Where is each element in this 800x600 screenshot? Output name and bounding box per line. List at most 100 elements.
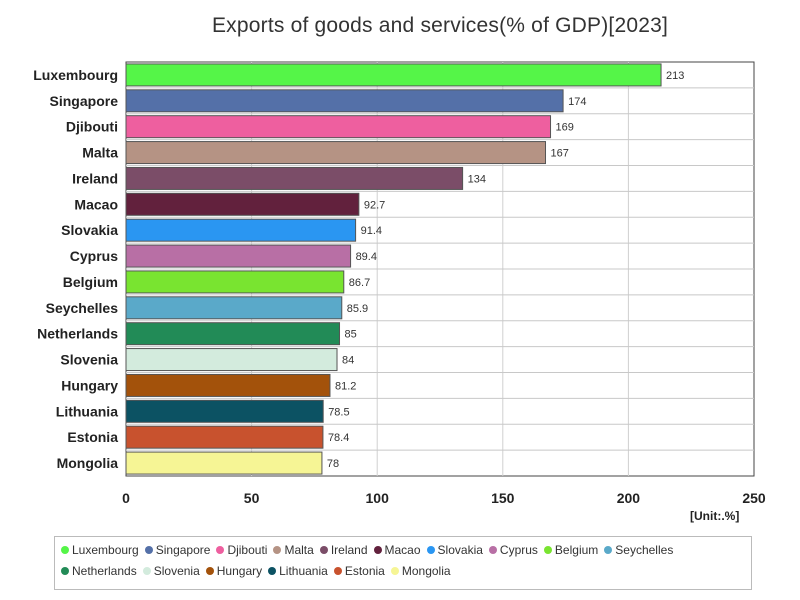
category-label: Netherlands bbox=[37, 326, 118, 342]
legend-item: Seychelles bbox=[604, 543, 673, 557]
legend-item: Cyprus bbox=[488, 543, 538, 557]
category-label: Slovakia bbox=[61, 222, 118, 238]
legend-item: Lithuania bbox=[268, 564, 328, 578]
x-tick-label: 0 bbox=[122, 490, 130, 506]
legend-label: Hungary bbox=[216, 564, 263, 578]
value-label: 91.4 bbox=[361, 225, 382, 237]
legend-label: Netherlands bbox=[72, 564, 137, 578]
legend-item: Singapore bbox=[144, 543, 211, 557]
bar-lithuania bbox=[125, 399, 324, 423]
value-label: 213 bbox=[666, 70, 684, 82]
legend-label: Djibouti bbox=[227, 543, 268, 557]
bar-malta bbox=[125, 141, 547, 165]
legend-item: Luxembourg bbox=[61, 543, 139, 557]
legend-swatch bbox=[142, 567, 151, 575]
bar-slovakia bbox=[125, 218, 357, 242]
value-label: 134 bbox=[468, 173, 486, 185]
legend-swatch bbox=[273, 546, 282, 554]
value-label: 81.2 bbox=[335, 380, 356, 392]
bar-netherlands bbox=[125, 322, 341, 346]
category-label: Seychelles bbox=[46, 300, 119, 316]
category-label: Belgium bbox=[63, 274, 118, 290]
legend-swatch bbox=[604, 546, 613, 554]
legend-swatch bbox=[205, 567, 214, 575]
x-tick-label: 100 bbox=[366, 490, 390, 506]
legend-item: Djibouti bbox=[216, 543, 267, 557]
legend-label: Belgium bbox=[554, 543, 599, 557]
legend-label: Ireland bbox=[330, 543, 368, 557]
bar-macao bbox=[125, 192, 360, 216]
legend: Luxembourg Singapore Djibouti Malta Ireland M… bbox=[54, 536, 752, 590]
legend-swatch bbox=[488, 546, 497, 554]
value-label: 86.7 bbox=[349, 277, 370, 289]
value-label: 92.7 bbox=[364, 199, 385, 211]
legend-label: Lithuania bbox=[279, 564, 328, 578]
category-label: Mongolia bbox=[57, 455, 119, 471]
value-label: 167 bbox=[551, 148, 569, 160]
legend-item: Netherlands bbox=[61, 564, 137, 578]
x-tick-label: 50 bbox=[244, 490, 260, 506]
category-label: Cyprus bbox=[70, 248, 118, 264]
legend-item: Slovenia bbox=[142, 564, 200, 578]
category-label: Ireland bbox=[72, 170, 118, 186]
bar-chart: 213 Luxembourg 174 Singapore 169 Djibouti 167 M… bbox=[33, 61, 766, 506]
legend-swatch bbox=[61, 546, 69, 554]
category-label: Hungary bbox=[61, 377, 118, 393]
x-tick-label: 250 bbox=[742, 490, 766, 506]
legend-item: Macao bbox=[373, 543, 421, 557]
legend-label: Cyprus bbox=[499, 543, 538, 557]
legend-item: Malta bbox=[273, 543, 314, 557]
bar-djibouti bbox=[125, 115, 552, 139]
legend-swatch bbox=[426, 546, 435, 554]
legend-swatch bbox=[144, 546, 153, 554]
value-label: 85 bbox=[345, 329, 357, 341]
legend-label: Mongolia bbox=[401, 564, 451, 578]
chart-title: Exports of goods and services(% of GDP)[… bbox=[211, 14, 669, 37]
legend-item: Belgium bbox=[543, 543, 599, 557]
bar-slovenia bbox=[125, 348, 338, 372]
legend-item: Ireland bbox=[319, 543, 368, 557]
bar-cyprus bbox=[125, 244, 352, 268]
bar-mongolia bbox=[125, 451, 323, 475]
category-label: Estonia bbox=[67, 429, 118, 445]
category-label: Macao bbox=[74, 196, 118, 212]
legend-swatch bbox=[61, 567, 69, 575]
value-label: 78.5 bbox=[328, 406, 349, 418]
value-label: 169 bbox=[556, 122, 574, 134]
bar-estonia bbox=[125, 425, 324, 449]
legend-label: Macao bbox=[384, 543, 421, 557]
legend-swatch bbox=[319, 546, 328, 554]
bar-hungary bbox=[125, 373, 331, 397]
legend-swatch bbox=[543, 546, 552, 554]
bar-ireland bbox=[125, 166, 464, 190]
legend-label: Malta bbox=[284, 543, 314, 557]
legend-swatch bbox=[333, 567, 342, 575]
value-label: 78 bbox=[327, 458, 339, 470]
category-label: Slovenia bbox=[60, 352, 118, 368]
legend-item: Mongolia bbox=[390, 564, 451, 578]
category-label: Luxembourg bbox=[33, 67, 118, 83]
legend-label: Estonia bbox=[344, 564, 385, 578]
category-label: Djibouti bbox=[66, 119, 118, 135]
bar-belgium bbox=[125, 270, 345, 294]
legend-item: Hungary bbox=[205, 564, 263, 578]
legend-label: Slovakia bbox=[437, 543, 483, 557]
value-label: 78.4 bbox=[328, 432, 349, 444]
legend-swatch bbox=[268, 567, 277, 575]
legend-item: Estonia bbox=[333, 564, 385, 578]
legend-swatch bbox=[390, 567, 399, 575]
category-label: Malta bbox=[82, 145, 118, 161]
value-label: 84 bbox=[342, 355, 354, 367]
legend-label: Singapore bbox=[155, 543, 211, 557]
bar-seychelles bbox=[125, 296, 343, 320]
legend-label: Luxembourg bbox=[72, 543, 139, 557]
value-label: 89.4 bbox=[356, 251, 377, 263]
x-tick-label: 200 bbox=[617, 490, 641, 506]
value-label: 174 bbox=[568, 96, 586, 108]
value-label: 85.9 bbox=[347, 303, 368, 315]
legend-label: Seychelles bbox=[615, 543, 674, 557]
bar-singapore bbox=[125, 89, 564, 113]
legend-label: Slovenia bbox=[153, 564, 200, 578]
bar-luxembourg bbox=[125, 63, 662, 87]
legend-swatch bbox=[373, 546, 382, 554]
